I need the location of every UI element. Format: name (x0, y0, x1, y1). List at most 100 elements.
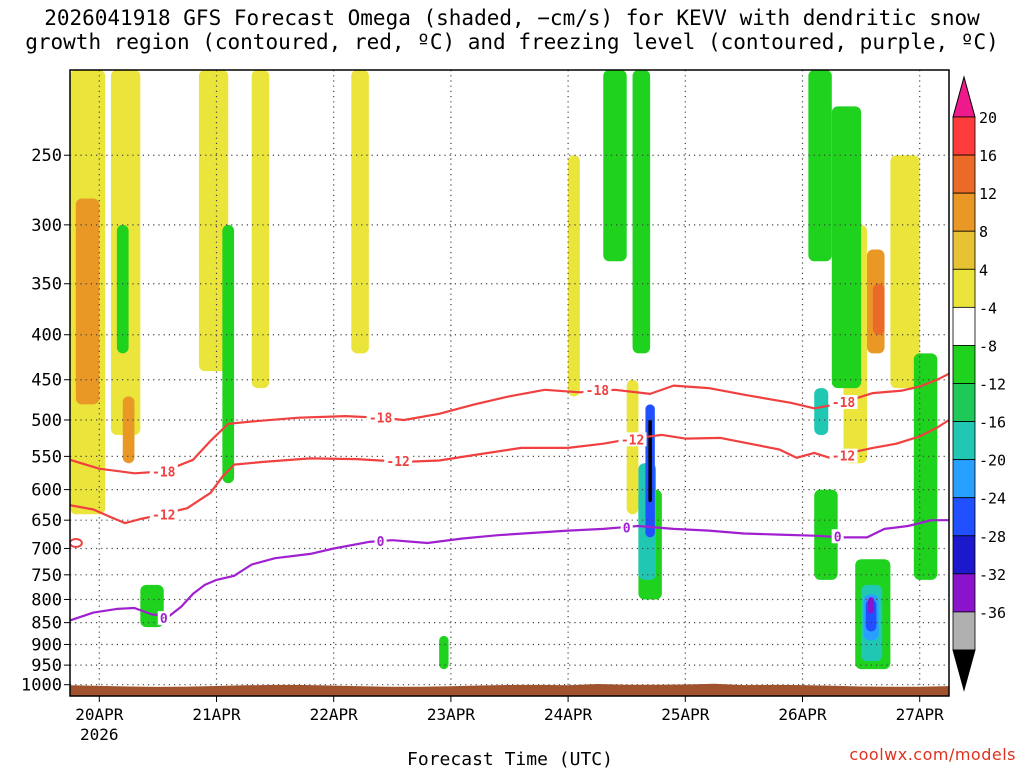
omega-shade-upward-weak (626, 379, 639, 515)
omega-shade-downward-weak (603, 70, 627, 262)
y-tick-label: 400 (31, 326, 62, 346)
contour-label-bg (829, 448, 858, 463)
colorbar-bottom-arrow (952, 649, 976, 692)
y-tick-label: 550 (31, 447, 62, 467)
contour-label--12C: -12 (386, 455, 409, 470)
contour-label--12C: -12 (832, 450, 855, 465)
colorbar-label: -24 (979, 490, 1006, 508)
colorbar-swatch (952, 116, 976, 156)
contour-label-bg (157, 611, 170, 626)
colorbar-swatch (952, 230, 976, 270)
omega-shade-downward-extreme (868, 597, 874, 614)
colorbar-swatch (952, 345, 976, 384)
y-tick-label: 300 (31, 216, 62, 236)
y-tick-label: 850 (31, 614, 62, 634)
omega-shade-upward-weak (351, 70, 369, 354)
colorbar-label: 12 (979, 185, 997, 203)
x-tick-label: 21APR (192, 705, 241, 724)
colorbar-swatch (952, 421, 976, 461)
colorbar-label: 8 (979, 223, 988, 241)
colorbar-swatch (952, 383, 976, 422)
colorbar-swatch (952, 268, 976, 308)
omega-shade-downward-weak (831, 106, 862, 389)
colorbar-label: 4 (979, 261, 988, 279)
surface-terrain (70, 683, 949, 696)
contour-label--12C: -12 (152, 508, 175, 523)
title-line-1: 2026041918 GFS Forecast Omega (shaded, −… (44, 6, 980, 30)
x-tick-label: 27APR (896, 705, 945, 724)
y-tick-label: 600 (31, 481, 62, 501)
contour-label-bg (620, 520, 633, 535)
contour-label-0C: 0 (377, 535, 385, 550)
contour-label--18C: -18 (832, 396, 856, 411)
omega-shade-downward-weak (222, 224, 235, 484)
contour-label-bg (829, 394, 858, 409)
y-tick-label: 700 (31, 539, 62, 559)
omega-shade-upward-moderate (75, 198, 100, 405)
title-line-2: growth region (contoured, red, ºC) and f… (25, 30, 999, 54)
x-tick-label: 26APR (778, 705, 827, 724)
colorbar-swatch (952, 192, 976, 232)
omega-shade-upward-strong (872, 283, 885, 335)
colorbar-swatch (952, 459, 976, 499)
contour-label-bg (149, 464, 178, 479)
colorbar-label: -12 (979, 376, 1006, 394)
x-tick-label: 25APR (661, 705, 710, 724)
plot-frame (69, 69, 950, 697)
omega-shade-upward-moderate (122, 396, 135, 464)
contour-0C (70, 519, 949, 622)
contour-label-0C: 0 (160, 612, 168, 627)
omega-shade-upward-weak (251, 70, 270, 389)
colorbar-label: -20 (979, 452, 1006, 470)
colorbar-label: 16 (979, 147, 997, 165)
colorbar-swatch (952, 497, 976, 537)
contour-label-bg (366, 410, 395, 425)
y-tick-label: 450 (31, 371, 62, 391)
y-tick-label: 950 (31, 656, 62, 676)
colorbar-top-arrow (952, 75, 976, 118)
omega-shade-upward-weak (890, 155, 920, 389)
y-tick-label: 350 (31, 275, 62, 295)
omega-shade-downward-weak (439, 635, 449, 670)
y-tick-label: 650 (31, 511, 62, 531)
contour-label-0C: 0 (623, 522, 631, 537)
x-tick-label: 20APR (75, 705, 124, 724)
contour-ring-minus12 (70, 537, 83, 548)
contour-label--18C: -18 (369, 412, 393, 427)
colorbar-label: -4 (979, 299, 997, 317)
colorbar-label: -36 (979, 604, 1006, 622)
colorbar-label: -32 (979, 566, 1006, 584)
colorbar-label: -16 (979, 414, 1006, 432)
y-tick-label: 750 (31, 566, 62, 586)
contour-label-bg (374, 533, 387, 548)
omega-shade-downward-weak (116, 224, 129, 354)
colorbar-swatch (952, 573, 976, 613)
omega-shade-downward-weak (632, 70, 651, 354)
y-tick-label: 800 (31, 590, 62, 610)
x-tick-label: 22APR (310, 705, 359, 724)
colorbar-swatch (952, 306, 976, 346)
contour-label-bg (831, 529, 844, 544)
contour-label--18C: -18 (152, 465, 176, 480)
colorbar-swatch (952, 154, 976, 194)
contour-label--12C: -12 (621, 433, 644, 448)
x-axis-label: Forecast Time (UTC) (407, 749, 613, 768)
chart-title: 2026041918 GFS Forecast Omega (shaded, −… (0, 6, 1024, 54)
contour-label-bg (149, 507, 178, 522)
contour-label-0C: 0 (834, 530, 842, 545)
colorbar-label: -8 (979, 337, 997, 355)
contour-label-bg (583, 382, 612, 397)
contour-label--18C: -18 (586, 384, 610, 399)
contour-label-bg (618, 432, 647, 447)
omega-shade-downward-weak (808, 70, 832, 262)
y-tick-label: 250 (31, 146, 62, 166)
y-tick-label: 1000 (21, 676, 62, 696)
colorbar-swatch (952, 611, 976, 651)
omega-shade-upward-weak (198, 70, 229, 372)
y-tick-label: 500 (31, 411, 62, 431)
omega-shade-upward-weak (568, 155, 580, 397)
colorbar-label: 20 (979, 109, 997, 127)
x-year-label: 2026 (80, 725, 119, 744)
credit-text: coolwx.com/models (849, 745, 1016, 764)
